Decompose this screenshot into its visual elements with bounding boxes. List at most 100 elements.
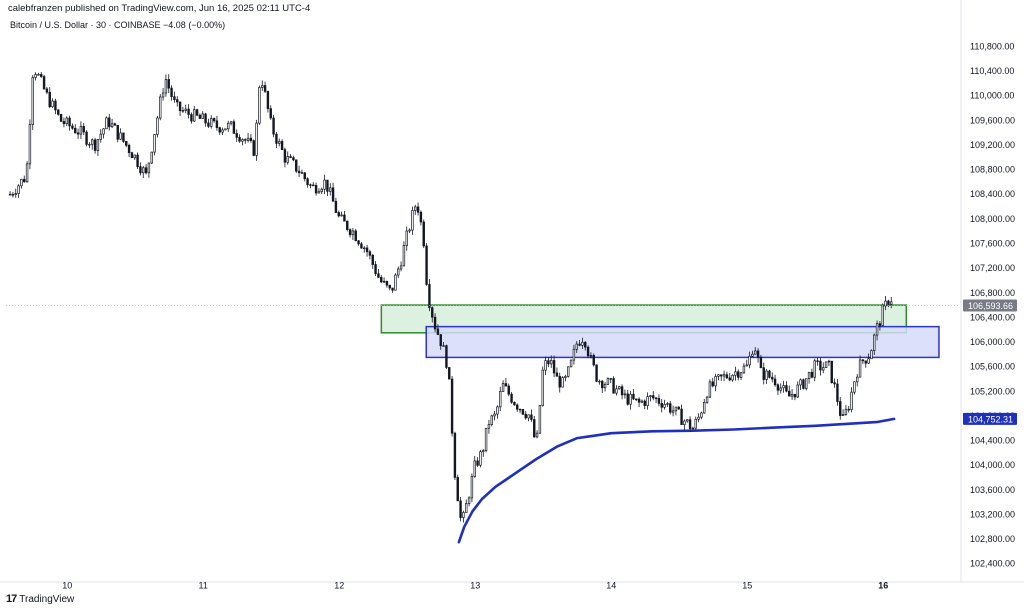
y-tick-label: 103,600.00 — [970, 485, 1015, 495]
candle-body — [510, 393, 513, 403]
candle-body — [694, 418, 697, 429]
candle-body — [416, 206, 420, 213]
candle-body — [810, 371, 814, 378]
candle-body — [105, 117, 108, 130]
candle-body — [470, 476, 474, 499]
y-tick-label: 104,000.00 — [970, 460, 1015, 470]
candle-body — [306, 178, 309, 186]
candle-body — [71, 125, 74, 129]
candle-body — [521, 409, 525, 415]
candle-body — [198, 114, 202, 119]
candle-body — [663, 404, 666, 408]
candle-body — [51, 100, 54, 108]
candle-body — [705, 396, 709, 403]
candle-body — [569, 359, 573, 368]
candle-body — [450, 378, 454, 434]
candle-layer — [8, 71, 893, 523]
candle-body — [317, 191, 321, 194]
y-tick-label: 110,400.00 — [970, 66, 1014, 76]
candle-body — [768, 370, 771, 378]
candle-body — [195, 109, 199, 116]
candle-body — [37, 74, 40, 76]
candle-body — [833, 382, 836, 385]
candle-body — [249, 137, 253, 141]
candle-body — [541, 369, 544, 406]
candle-body — [742, 365, 746, 374]
candle-body — [360, 243, 363, 249]
candle-body — [411, 210, 414, 231]
candle-body — [62, 121, 66, 125]
candle-body — [555, 372, 559, 377]
candle-body — [297, 170, 301, 173]
candle-body — [323, 179, 326, 190]
candle-body — [309, 184, 312, 186]
candle-body — [530, 414, 533, 420]
candle-body — [518, 408, 522, 411]
candle-body — [722, 374, 726, 377]
candle-body — [312, 184, 315, 187]
candle-body — [374, 264, 377, 275]
candle-body — [504, 383, 508, 387]
candle-body — [785, 385, 788, 392]
candle-body — [42, 76, 46, 90]
candle-body — [278, 141, 281, 144]
last-price-label: 106,593.66 — [968, 301, 1013, 311]
candle-body — [858, 359, 862, 378]
candle-body — [550, 360, 553, 365]
candle-body — [363, 247, 366, 250]
candle-body — [567, 366, 570, 377]
candle-body — [870, 350, 873, 360]
y-tick-label: 107,600.00 — [970, 239, 1015, 249]
axis-layer: 102,400.00 102,800.00 103,200.00 103,600.00… — [0, 0, 1024, 590]
candle-body — [351, 230, 355, 236]
candle-body — [745, 364, 748, 367]
candle-body — [57, 109, 60, 115]
candle-body — [499, 391, 502, 408]
candle-body — [142, 167, 145, 174]
candle-body — [74, 127, 77, 134]
candle-body — [428, 284, 431, 309]
candle-body — [85, 131, 88, 145]
candle-body — [516, 404, 519, 410]
candle-body — [224, 128, 227, 131]
candle-body — [776, 384, 780, 391]
candle-body — [467, 497, 471, 504]
y-tick-label: 109,200.00 — [970, 140, 1015, 150]
candle-body — [215, 120, 219, 128]
candle-body — [25, 163, 29, 183]
candle-body — [238, 136, 241, 142]
candle-body — [739, 372, 743, 378]
candle-body — [380, 277, 383, 283]
candle-body — [65, 117, 68, 125]
candle-body — [31, 77, 34, 125]
candle-body — [802, 379, 805, 389]
y-tick-label: 108,000.00 — [970, 214, 1015, 224]
candle-body — [881, 305, 884, 326]
candle-body — [853, 381, 856, 393]
candle-body — [241, 139, 244, 142]
candle-body — [575, 343, 578, 350]
candle-body — [875, 323, 879, 336]
candle-body — [524, 413, 527, 419]
price-label-layer: 106,593.66 104,752.31 — [963, 299, 1017, 425]
candle-body — [303, 172, 306, 180]
candle-body — [184, 108, 187, 111]
candle-body — [501, 383, 505, 392]
candle-body — [484, 427, 488, 451]
tradingview-footer[interactable]: 17 TradingView — [6, 593, 74, 605]
vwap-price-label: 104,752.31 — [968, 414, 1013, 424]
tradingview-logo-icon: 17 — [6, 593, 17, 605]
candle-body — [728, 377, 731, 381]
candle-body — [824, 361, 828, 368]
candle-body — [170, 87, 173, 98]
candle-body — [708, 381, 712, 398]
candle-body — [246, 137, 250, 141]
candle-body — [799, 379, 802, 386]
candle-body — [637, 398, 641, 403]
candle-body — [649, 395, 652, 397]
candle-body — [176, 99, 179, 103]
candle-body — [513, 402, 516, 406]
y-tick-label: 108,800.00 — [970, 165, 1015, 175]
candle-body — [388, 284, 391, 289]
